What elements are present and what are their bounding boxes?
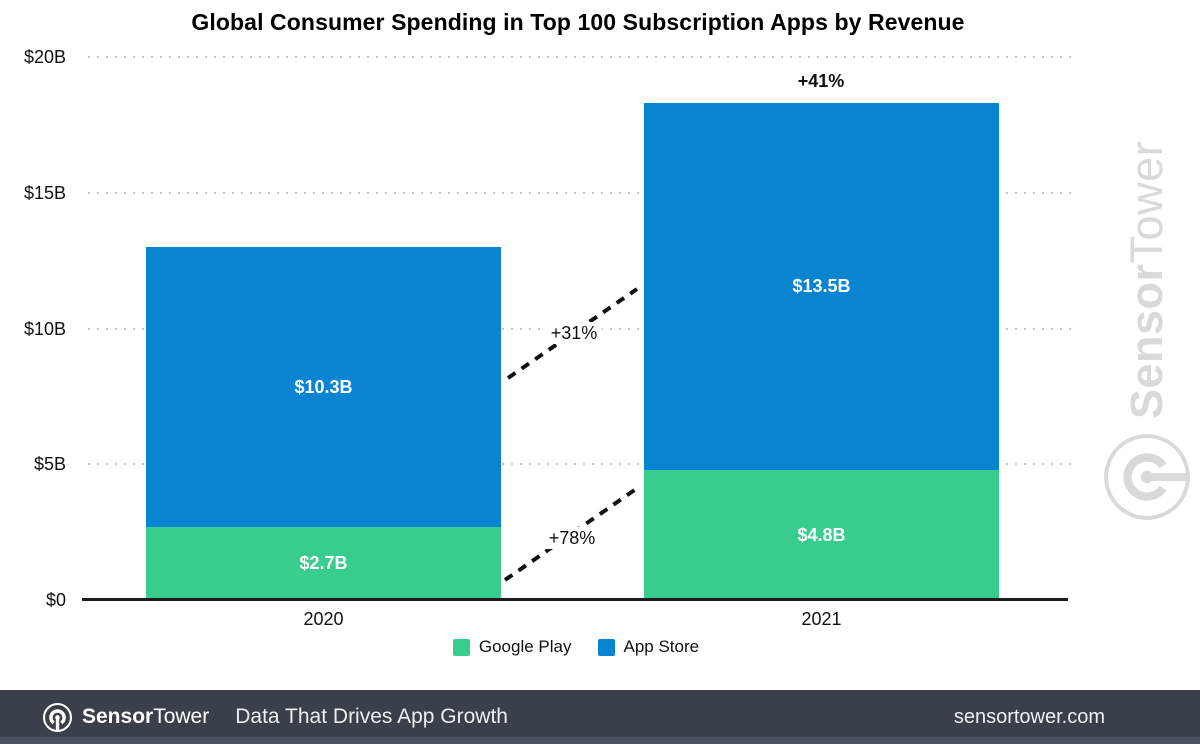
value-label-app-store-2021: $13.5B xyxy=(792,276,851,297)
bar-segment-app-store-2021 xyxy=(644,103,999,470)
footer-bottom-strip xyxy=(0,737,1200,744)
value-label-google-play-2021: $4.8B xyxy=(797,524,846,545)
legend-item-google-play: Google Play xyxy=(452,637,572,657)
y-axis-tick-label: $0 xyxy=(45,590,66,610)
x-axis-line xyxy=(82,598,1068,601)
footer-website: sensortower.com xyxy=(953,705,1105,728)
footer-tagline: Data That Drives App Growth xyxy=(235,705,508,728)
x-axis-label-2020: 2020 xyxy=(303,609,344,629)
legend-label: Google Play xyxy=(478,637,572,656)
legend-label: App Store xyxy=(623,637,700,656)
footer-bar: SensorTower Data That Drives App Growth … xyxy=(0,690,1200,744)
gridline-15B xyxy=(88,191,1072,194)
bar-segment-app-store-2020 xyxy=(146,247,501,527)
watermark-brand: SensorTower xyxy=(1121,141,1173,419)
y-axis-tick-label: $10B xyxy=(23,318,66,339)
footer-brand: SensorTower xyxy=(82,705,209,729)
value-label-google-play-2020: $2.7B xyxy=(299,553,348,574)
chart-title: Global Consumer Spending in Top 100 Subs… xyxy=(191,9,965,35)
gridline-20B xyxy=(88,56,1072,58)
watermark-brand-bold: Sensor xyxy=(1121,263,1172,419)
y-axis-tick-label: $20B xyxy=(23,47,66,67)
chart-legend: Google Play App Store xyxy=(82,637,1070,657)
total-growth-annotation: +41% xyxy=(797,71,845,91)
watermark-brand-light: Tower xyxy=(1121,140,1172,264)
watermark: SensorTower xyxy=(1099,133,1195,523)
sensortower-logo-icon xyxy=(42,702,73,732)
y-axis-tick-label: $15B xyxy=(23,182,66,203)
x-axis-label-2021: 2021 xyxy=(801,609,842,629)
gridline-5B xyxy=(88,463,1072,466)
bar-segment-google-play-2020 xyxy=(146,526,501,600)
value-label-app-store-2020: $10.3B xyxy=(294,376,353,397)
google-play-growth-annotation: +78% xyxy=(544,527,600,549)
footer-brand-light: Tower xyxy=(153,705,210,728)
y-axis-tick-label: $5B xyxy=(33,454,66,475)
footer-brand-bold: Sensor xyxy=(82,705,154,728)
bar-segment-google-play-2021 xyxy=(644,469,999,600)
legend-swatch-app-store xyxy=(597,638,615,656)
sensortower-logo-icon xyxy=(1104,434,1190,520)
legend-swatch-google-play xyxy=(452,638,470,656)
app-store-growth-annotation: +31% xyxy=(546,322,602,344)
legend-item-app-store: App Store xyxy=(597,637,700,657)
